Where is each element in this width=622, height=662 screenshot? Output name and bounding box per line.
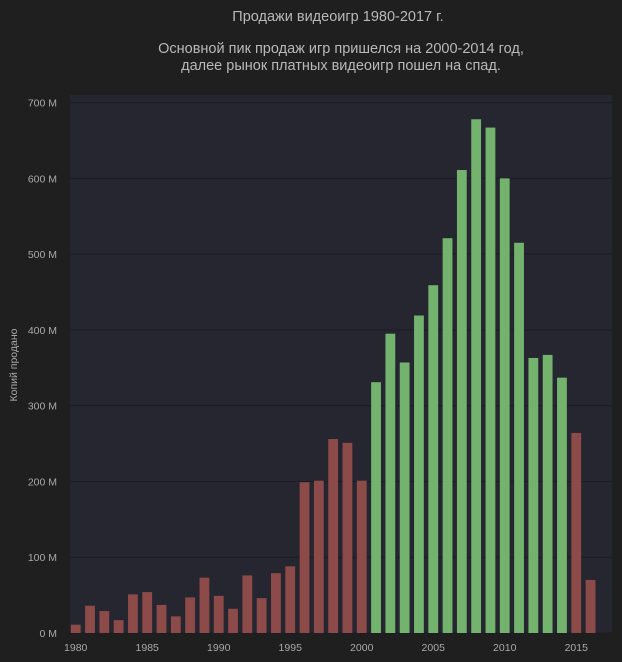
chart-title: Продажи видеоигр 1980-2017 г. — [232, 9, 443, 25]
bar-1994 — [271, 573, 281, 633]
bar-1992 — [242, 575, 253, 633]
y-axis-ticks: 0 M 100 M 200 M 300 M 400 M 500 M 600 M 700 M — [28, 98, 57, 640]
plot-area — [70, 95, 612, 634]
x-tick-label: 1985 — [136, 642, 160, 654]
y-tick-label: 200 M — [28, 476, 57, 488]
bar-2012 — [528, 357, 539, 633]
bar-2007 — [456, 170, 467, 633]
y-tick-label: 100 M — [28, 552, 57, 564]
bar-2002 — [385, 333, 396, 633]
bar-1989 — [199, 577, 210, 633]
bar-1990 — [213, 595, 224, 633]
x-tick-label: 2005 — [422, 642, 446, 654]
x-tick-label: 1980 — [64, 642, 88, 654]
y-axis-label: Копий продано — [8, 328, 20, 401]
chart-subtitle-line-2: далее рынок платных видеоигр пошел на сп… — [181, 58, 501, 74]
bar-1996 — [299, 482, 310, 633]
bar-1998 — [328, 439, 339, 633]
bar-2008 — [471, 119, 482, 633]
chart-subtitle-line-1: Основной пик продаж игр пришелся на 2000… — [158, 41, 524, 57]
bar-1982 — [99, 611, 110, 633]
bar-1988 — [185, 597, 196, 633]
bar-2011 — [514, 242, 524, 633]
x-tick-label: 2000 — [350, 642, 374, 654]
bar-2005 — [428, 285, 439, 633]
y-tick-label: 500 M — [28, 249, 57, 261]
bar-1986 — [156, 604, 167, 633]
bar-1980 — [70, 624, 81, 633]
bar-2009 — [485, 127, 496, 633]
y-tick-label: 300 M — [28, 401, 57, 413]
y-tick-label: 400 M — [28, 325, 57, 337]
bar-1985 — [142, 592, 153, 633]
bar-2013 — [542, 354, 553, 633]
bar-1984 — [128, 594, 138, 633]
bar-2016 — [585, 579, 596, 633]
bar-2006 — [442, 238, 453, 633]
bar-2000 — [356, 480, 367, 633]
x-axis-ticks: 1980 1985 1990 1995 2000 2005 2010 2015 — [64, 642, 588, 654]
x-tick-label: 2010 — [493, 642, 517, 654]
bar-1991 — [228, 608, 238, 633]
x-tick-label: 1990 — [207, 642, 231, 654]
bar-1999 — [342, 442, 353, 633]
y-tick-label: 600 M — [28, 173, 57, 185]
bar-1983 — [113, 620, 124, 633]
bar-2015 — [571, 432, 582, 633]
bar-1981 — [85, 605, 95, 633]
bar-1995 — [285, 566, 296, 633]
bar-1993 — [256, 598, 267, 633]
bar-2014 — [557, 377, 567, 633]
bar-2003 — [399, 362, 410, 633]
bar-1997 — [313, 480, 324, 633]
bar-2001 — [371, 382, 381, 633]
y-tick-label: 700 M — [28, 98, 57, 110]
bar-2004 — [414, 315, 424, 633]
y-tick-label: 0 M — [39, 628, 57, 640]
bar-1987 — [170, 616, 181, 633]
bars — [70, 119, 596, 633]
bar-2010 — [499, 178, 510, 633]
x-tick-label: 2015 — [565, 642, 589, 654]
x-tick-label: 1995 — [279, 642, 303, 654]
